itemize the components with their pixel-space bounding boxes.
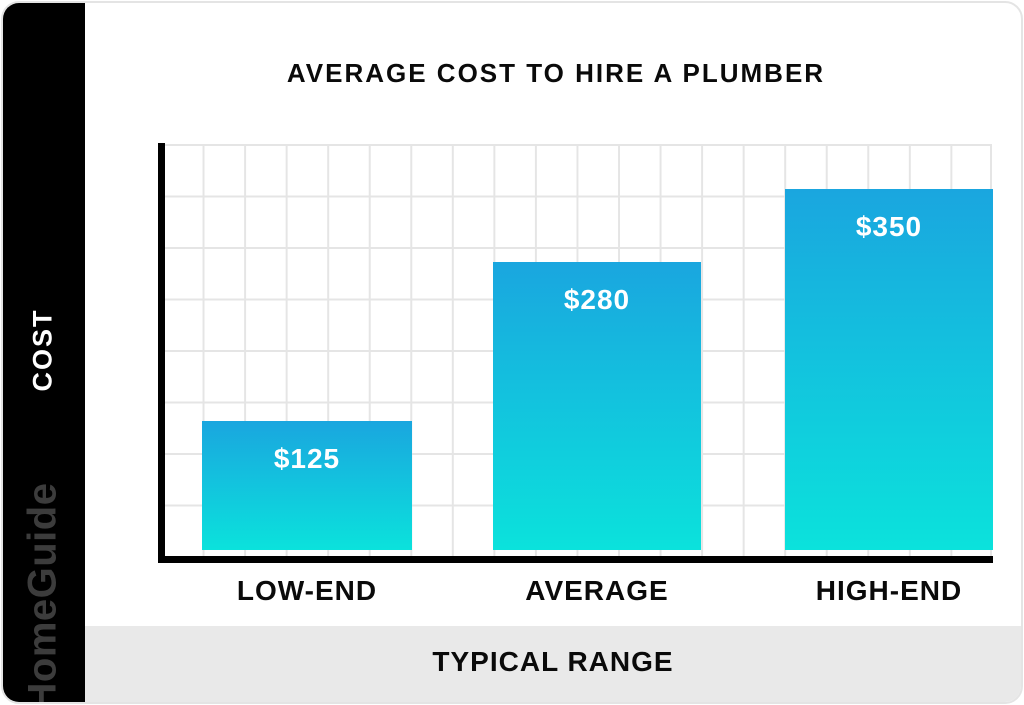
bar-value-label: $350: [855, 211, 923, 242]
category-label-low-end: LOW-END: [236, 575, 378, 606]
category-label-high-end: HIGH-END: [815, 575, 963, 606]
bar-average: $280: [493, 262, 701, 550]
category-label-average: AVERAGE: [525, 575, 669, 606]
x-axis-line: [158, 556, 993, 563]
x-axis-title: TYPICAL RANGE: [432, 646, 674, 677]
bar-value-label: $280: [563, 284, 631, 315]
brand-logo-text: HomeGuide: [20, 482, 65, 704]
bar-value-label: $125: [273, 443, 341, 474]
x-axis-title-band: TYPICAL RANGE: [85, 626, 1021, 702]
bar-high-end: $350: [785, 189, 993, 550]
y-axis-label: COST: [27, 308, 58, 392]
left-sidebar: COST HomeGuide: [3, 3, 85, 702]
y-axis-line: [158, 143, 165, 563]
bar-low-end: $125: [202, 421, 412, 550]
chart-title: AVERAGE COST TO HIRE A PLUMBER: [286, 58, 826, 88]
